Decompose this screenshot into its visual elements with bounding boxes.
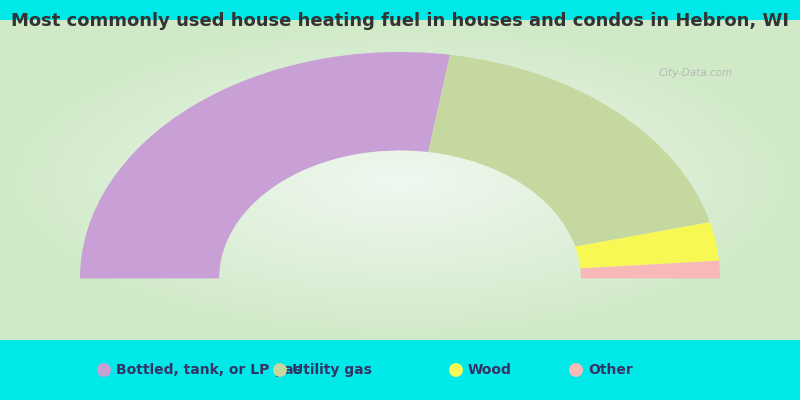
Text: Wood: Wood [468, 363, 512, 377]
Text: City-Data.com: City-Data.com [659, 68, 733, 78]
Text: Most commonly used house heating fuel in houses and condos in Hebron, WI: Most commonly used house heating fuel in… [11, 12, 789, 30]
Point [450, 367, 462, 373]
Wedge shape [575, 222, 719, 268]
Wedge shape [80, 52, 450, 278]
Text: Utility gas: Utility gas [292, 363, 372, 377]
Text: Bottled, tank, or LP gas: Bottled, tank, or LP gas [116, 363, 302, 377]
Wedge shape [580, 261, 720, 278]
Point [570, 367, 582, 373]
Point [274, 367, 286, 373]
Text: Other: Other [588, 363, 633, 377]
Point [98, 367, 110, 373]
Wedge shape [428, 55, 710, 247]
